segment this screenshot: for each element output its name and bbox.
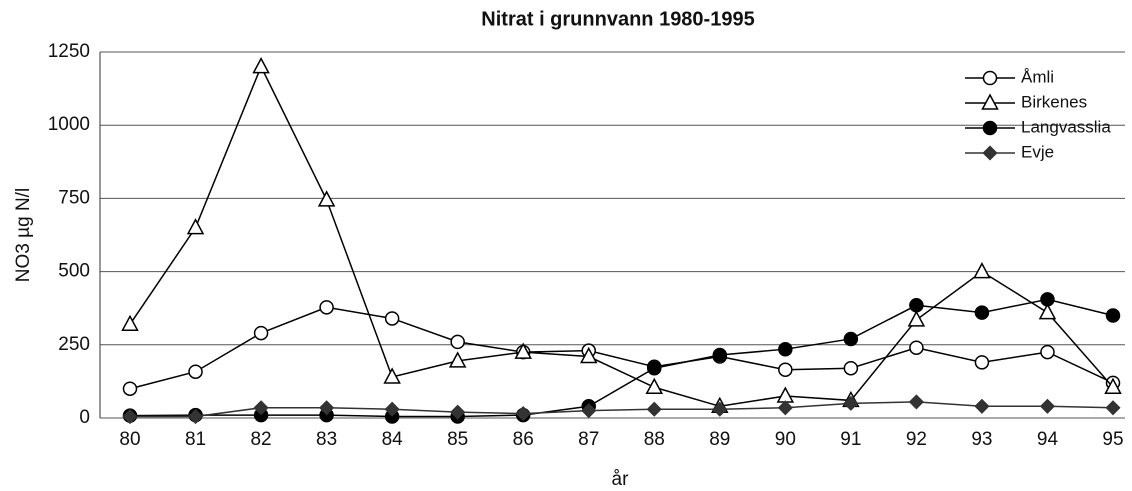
data-point bbox=[1040, 292, 1055, 307]
data-point bbox=[122, 381, 138, 396]
data-point bbox=[581, 403, 597, 419]
series-line bbox=[129, 64, 1114, 408]
data-point bbox=[253, 325, 269, 341]
legend-marker bbox=[982, 145, 998, 161]
series-line bbox=[130, 401, 1114, 418]
y-tick-label: 250 bbox=[58, 334, 90, 355]
data-point bbox=[907, 310, 926, 327]
data-point bbox=[186, 218, 205, 235]
data-point bbox=[712, 347, 728, 363]
data-point bbox=[384, 401, 400, 417]
data-point bbox=[187, 408, 204, 425]
data-point bbox=[448, 351, 467, 368]
data-point bbox=[319, 400, 335, 416]
y-tick-label: 0 bbox=[79, 407, 90, 428]
x-tick-label: 83 bbox=[316, 429, 337, 450]
data-point bbox=[712, 401, 728, 417]
data-point bbox=[253, 400, 269, 416]
x-tick-label: 93 bbox=[971, 429, 992, 450]
legend-label: Birkenes bbox=[1021, 92, 1087, 111]
legend-label: Evje bbox=[1021, 142, 1054, 161]
data-point bbox=[514, 342, 532, 359]
data-point bbox=[908, 394, 924, 410]
data-point bbox=[843, 331, 859, 347]
data-point bbox=[1039, 398, 1056, 414]
data-point bbox=[647, 360, 662, 376]
x-tick-label: 90 bbox=[775, 429, 796, 450]
data-point bbox=[1040, 344, 1055, 360]
data-point bbox=[1038, 303, 1057, 320]
x-tick-label: 80 bbox=[119, 429, 140, 450]
y-tick-label: 500 bbox=[58, 261, 90, 282]
x-tick-label: 89 bbox=[709, 429, 730, 450]
x-tick-label: 91 bbox=[840, 429, 861, 450]
y-axis-label: NO3 µg N/l bbox=[13, 188, 34, 282]
data-point bbox=[319, 300, 334, 315]
data-point bbox=[515, 406, 531, 422]
x-tick-label: 88 bbox=[644, 429, 665, 450]
data-point bbox=[974, 305, 990, 320]
data-point bbox=[646, 401, 662, 417]
data-point bbox=[843, 395, 859, 411]
legend-label: Åmli bbox=[1021, 67, 1054, 86]
series-line bbox=[129, 306, 1114, 390]
data-point bbox=[383, 367, 401, 384]
data-point bbox=[450, 334, 465, 350]
data-point bbox=[121, 314, 139, 332]
data-point bbox=[645, 377, 664, 395]
series-line bbox=[129, 298, 1114, 418]
x-tick-label: 82 bbox=[250, 429, 271, 450]
x-tick-label: 94 bbox=[1037, 429, 1059, 450]
data-point bbox=[776, 386, 795, 403]
data-point bbox=[843, 360, 859, 376]
data-point bbox=[1105, 400, 1121, 416]
x-tick-label: 84 bbox=[382, 429, 404, 450]
legend-marker bbox=[982, 120, 998, 136]
data-point bbox=[122, 408, 138, 425]
x-tick-label: 81 bbox=[185, 429, 206, 450]
data-point bbox=[384, 311, 400, 326]
data-point bbox=[973, 262, 991, 279]
data-point bbox=[1104, 377, 1122, 395]
x-tick-label: 86 bbox=[513, 429, 534, 450]
data-point bbox=[778, 362, 793, 377]
y-tick-label: 1000 bbox=[48, 114, 90, 135]
y-tick-label: 750 bbox=[58, 187, 90, 208]
data-point bbox=[450, 404, 466, 420]
legend-marker bbox=[981, 93, 999, 110]
x-tick-label: 92 bbox=[906, 429, 927, 450]
data-point bbox=[252, 57, 270, 74]
data-point bbox=[909, 340, 924, 355]
y-tick-label: 1250 bbox=[48, 41, 90, 62]
data-point bbox=[188, 364, 203, 379]
data-point bbox=[974, 355, 990, 370]
legend-label: Langvasslia bbox=[1021, 117, 1111, 136]
data-point bbox=[777, 400, 793, 416]
data-point bbox=[317, 190, 336, 207]
x-tick-label: 85 bbox=[447, 429, 468, 450]
x-tick-label: 87 bbox=[578, 429, 599, 450]
data-point bbox=[909, 298, 924, 313]
data-point bbox=[579, 346, 598, 364]
data-point bbox=[974, 398, 990, 414]
data-point bbox=[778, 341, 793, 357]
chart-title: Nitrat i grunnvann 1980-1995 bbox=[481, 8, 754, 30]
legend-marker bbox=[982, 70, 998, 86]
x-axis-label: år bbox=[612, 469, 630, 490]
x-tick-label: 95 bbox=[1102, 429, 1123, 450]
data-point bbox=[1105, 308, 1121, 323]
